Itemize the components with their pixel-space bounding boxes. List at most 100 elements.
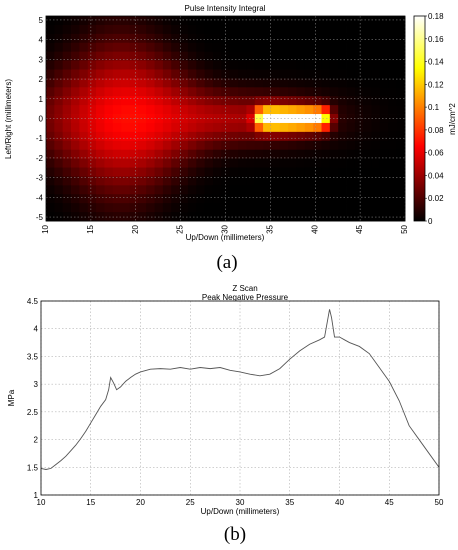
heatmap-cell	[363, 33, 373, 44]
heatmap-cell	[46, 185, 55, 195]
heatmap-cell	[321, 194, 331, 204]
x-tick-label: 10	[41, 224, 50, 233]
heatmap-cell	[313, 51, 322, 61]
heatmap-cell	[279, 78, 289, 88]
heatmap-cell	[229, 87, 239, 97]
heatmap-cell	[112, 140, 122, 151]
heatmap-cell	[313, 212, 322, 222]
heatmap-cell	[62, 105, 72, 115]
heatmap-cell	[112, 33, 122, 44]
heatmap-cell	[187, 24, 197, 35]
heatmap-cell	[121, 140, 130, 151]
heatmap-cell	[154, 96, 164, 106]
heatmap-cell	[129, 149, 139, 160]
heatmap-cell	[112, 122, 122, 133]
heatmap-cell	[238, 16, 247, 26]
heatmap-cell	[329, 203, 339, 213]
x-tick-label: 30	[221, 224, 230, 233]
heatmap-cell	[96, 105, 105, 115]
heatmap-cell	[196, 60, 206, 70]
heatmap-cell	[238, 96, 247, 106]
heatmap-cell	[313, 42, 322, 53]
heatmap-cell	[363, 158, 373, 168]
heatmap-cell	[379, 140, 389, 151]
heatmap-cell	[146, 51, 155, 61]
heatmap-cell	[379, 16, 389, 26]
y-tick-label: -4	[36, 193, 44, 202]
heatmap-cell	[379, 167, 389, 177]
heatmap-cell	[137, 140, 147, 151]
heatmap-cell	[346, 140, 356, 151]
heatmap-cell	[204, 131, 214, 142]
heatmap-cell	[146, 140, 155, 151]
heatmap-cell	[71, 16, 80, 26]
heatmap-cell	[196, 158, 206, 168]
heatmap-cell	[254, 51, 264, 61]
heatmap-cell	[254, 69, 264, 79]
heatmap-cell	[96, 87, 105, 97]
heatmap-cell	[54, 149, 64, 160]
heatmap-cell	[121, 96, 130, 106]
heatmap-cell	[321, 16, 331, 26]
heatmap-cell	[212, 60, 222, 70]
heatmap-cell	[238, 212, 247, 222]
x-tick-label: 45	[385, 498, 394, 507]
heatmap-cell	[371, 194, 381, 204]
heatmap-cell	[288, 33, 297, 44]
heatmap-cell	[121, 69, 130, 79]
heatmap-cell	[229, 122, 239, 133]
heatmap-cell	[96, 96, 105, 106]
heatmap-cell	[179, 33, 189, 44]
heatmap-cell	[271, 122, 281, 133]
heatmap-cell	[271, 42, 281, 53]
heatmap-cell	[271, 96, 281, 106]
heatmap-cell	[271, 185, 281, 195]
heatmap-cell	[196, 185, 206, 195]
heatmap-cell	[112, 87, 122, 97]
heatmap-cell	[379, 176, 389, 186]
heatmap-cell	[212, 42, 222, 53]
heatmap-cell	[87, 167, 97, 177]
heatmap-cell	[371, 149, 381, 160]
heatmap-cell	[321, 131, 331, 142]
heatmap-cell	[379, 212, 389, 222]
heatmap-cell	[46, 158, 55, 168]
heatmap-cell	[271, 114, 281, 124]
heatmap-cell	[338, 122, 347, 133]
heatmap-cell	[354, 16, 364, 26]
heatmap-cell	[263, 87, 272, 97]
heatmap-cell	[54, 114, 64, 124]
heatmap-cell	[338, 149, 347, 160]
heatmap-cell	[271, 51, 281, 61]
heatmap-cell	[313, 78, 322, 88]
y-tick-label: -2	[36, 154, 44, 163]
heatmap-cell	[187, 16, 197, 26]
heatmap-cell	[254, 42, 264, 53]
heatmap-cell	[271, 212, 281, 222]
heatmap-cell	[112, 185, 122, 195]
heatmap-cell	[162, 167, 172, 177]
heatmap-cell	[396, 158, 406, 168]
heatmap-cell	[229, 176, 239, 186]
heatmap-cell	[137, 212, 147, 222]
heatmap-cell	[271, 78, 281, 88]
heatmap-cell	[379, 194, 389, 204]
heatmap-cell	[212, 114, 222, 124]
heatmap-cell	[112, 158, 122, 168]
heatmap-cell	[238, 140, 247, 151]
heatmap-cell	[146, 203, 155, 213]
heatmap-cell	[129, 158, 139, 168]
heatmap-cell	[212, 158, 222, 168]
heatmap-cell	[79, 87, 89, 97]
heatmap-cell	[363, 167, 373, 177]
colorbar-tick-label: 0.12	[428, 80, 444, 89]
heatmap-cell	[396, 105, 406, 115]
heatmap-cell	[263, 158, 272, 168]
heatmap-cell	[187, 105, 197, 115]
heatmap-cell	[263, 176, 272, 186]
heatmap-cell	[321, 51, 331, 61]
heatmap-cell	[221, 185, 231, 195]
heatmap-cell	[179, 194, 189, 204]
heatmap-cell	[238, 158, 247, 168]
heatmap-cell	[338, 212, 347, 222]
